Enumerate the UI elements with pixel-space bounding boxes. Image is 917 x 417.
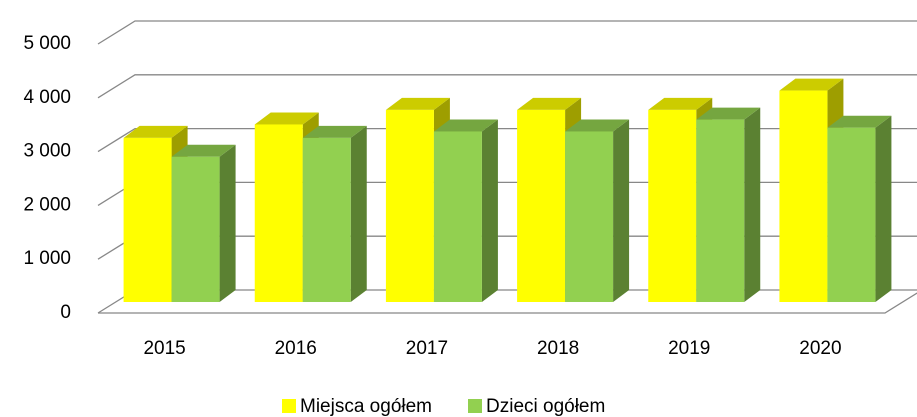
bar-top: [827, 115, 892, 128]
x-tick-label: 2015: [143, 338, 185, 359]
legend-label: Miejsca ogółem: [300, 396, 432, 417]
x-tick-label: 2017: [406, 338, 448, 359]
bar-side: [350, 125, 367, 302]
bar-side: [219, 144, 236, 302]
bar-top: [696, 107, 761, 120]
y-tick-label: 4 000: [23, 87, 71, 108]
bar-top: [565, 119, 630, 132]
bar: [696, 119, 745, 302]
y-tick-label: 3 000: [23, 141, 71, 162]
y-tick-label: 0: [60, 302, 71, 323]
legend-label: Dzieci ogółem: [486, 396, 605, 417]
x-tick-label: 2016: [275, 338, 317, 359]
bar-top: [517, 97, 582, 110]
bar-top: [171, 144, 236, 157]
bar: [827, 127, 876, 302]
bar: [779, 90, 828, 302]
bar-top: [648, 97, 713, 110]
bar-side: [744, 107, 761, 302]
bar-top: [385, 97, 450, 110]
bar-top: [302, 125, 367, 138]
bar: [302, 137, 351, 302]
floor-edge: [98, 292, 917, 314]
y-tick-label: 2 000: [23, 194, 71, 215]
x-tick-label: 2018: [537, 338, 579, 359]
bar-top: [779, 78, 844, 91]
x-tick-label: 2020: [799, 338, 841, 359]
grid-line: [97, 74, 917, 99]
bar-top: [254, 112, 319, 125]
bar: [385, 109, 434, 303]
bar: [123, 137, 172, 302]
bar: [254, 124, 303, 303]
bar: [565, 131, 614, 302]
y-tick-label: 5 000: [23, 33, 71, 54]
grid-line: [97, 20, 917, 45]
bar: [517, 109, 566, 303]
bar: [171, 156, 220, 302]
bar: [648, 109, 697, 303]
bar-side: [613, 119, 630, 302]
bar-side: [481, 119, 498, 302]
bar: [433, 131, 482, 302]
legend-swatch: [282, 399, 296, 413]
y-tick-label: 1 000: [23, 248, 71, 269]
legend-swatch: [468, 399, 482, 413]
x-tick-label: 2019: [668, 338, 710, 359]
bar-top: [123, 125, 188, 138]
bar-side: [875, 115, 892, 302]
bar-top: [433, 119, 498, 132]
